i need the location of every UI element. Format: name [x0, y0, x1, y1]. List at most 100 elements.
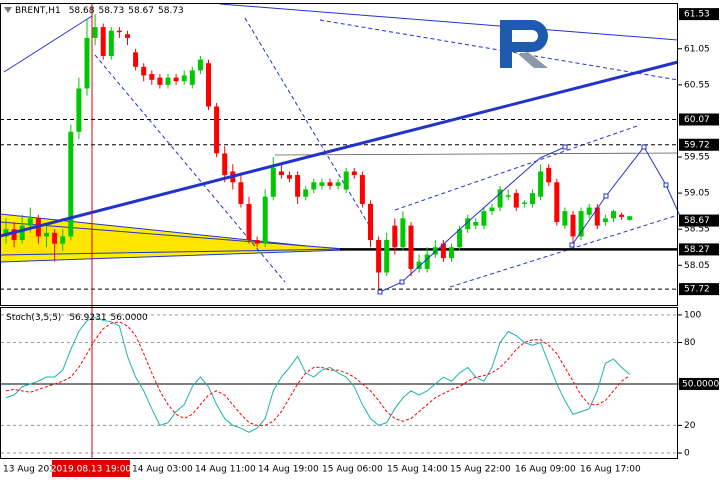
trend-line [319, 19, 679, 81]
candle-body [222, 153, 228, 176]
level-box [679, 8, 719, 21]
candle-body [408, 225, 414, 269]
candle-body [11, 229, 17, 241]
candle-body [359, 175, 365, 204]
trend-line [94, 54, 286, 283]
logo [500, 20, 548, 68]
candle-body [586, 207, 592, 215]
crosshair-label: 2019.08.13 19:00 [51, 465, 132, 475]
candle-body [343, 171, 349, 190]
candle-body [3, 229, 9, 237]
candle-body [497, 189, 503, 208]
candle-body [619, 214, 625, 217]
channel-line [394, 124, 641, 211]
drawings [0, 3, 679, 288]
level-label: 61.53 [684, 10, 710, 20]
y-tick-label: 58.55 [684, 225, 710, 235]
candle-body [319, 182, 325, 186]
candle-body [27, 218, 33, 226]
level-box [679, 113, 719, 126]
trend-line [3, 15, 93, 73]
x-tick-label: 13 Aug 2019 [3, 465, 61, 475]
candle-body [303, 189, 309, 197]
candle-body [157, 77, 163, 85]
trend-line [219, 3, 679, 41]
candle-body [546, 167, 552, 183]
trend-line [244, 17, 373, 231]
y-tick-label: 59.05 [684, 189, 710, 199]
level-box [679, 214, 719, 227]
projection-points [377, 144, 669, 295]
readout-value: 56.0000 [111, 313, 148, 323]
level-label: 58.27 [684, 245, 710, 255]
candle-body [554, 182, 560, 222]
candle-body [181, 75, 187, 82]
candle-body [141, 66, 147, 76]
crosshair-box [52, 460, 130, 477]
y-tick-label: 0 [684, 449, 690, 459]
candle-body [149, 74, 155, 80]
header: BRENT,H1 58.68 58.73 58.67 58.73 [15, 6, 184, 16]
candle-body [570, 214, 576, 237]
indicator-name: Stoch(3,5,5) [6, 313, 61, 323]
candle-body [173, 77, 179, 82]
x-tick-label: 15 Aug 14:00 [387, 465, 448, 475]
stoch-frame [0, 307, 678, 459]
level-box [679, 283, 719, 296]
candle-body [432, 247, 438, 255]
candle-body [206, 63, 211, 107]
candle-body [594, 207, 600, 226]
candle-body [19, 225, 25, 241]
candle-body [214, 106, 220, 154]
candle-body [465, 218, 471, 230]
candle-body [311, 182, 317, 190]
y-tick-label: 61.05 [684, 44, 710, 54]
y-tick-label: 20 [684, 421, 696, 431]
projection [379, 146, 566, 293]
candle-body [287, 175, 292, 179]
candle-body [68, 131, 74, 237]
candle-body [521, 202, 527, 204]
y-tick-label: 80 [684, 338, 696, 348]
candle-body [84, 37, 90, 89]
candle-body [254, 240, 260, 244]
candle-body [238, 182, 244, 204]
stoch-header: Stoch(3,5,5) 56.9231 56.0000 [6, 313, 148, 323]
readout-value: 58.73 [98, 6, 124, 16]
level-box [679, 138, 719, 151]
readout-value: 58.67 [128, 6, 154, 16]
candle-body [416, 261, 422, 269]
stoch-line [5, 317, 631, 433]
candle-body [538, 171, 544, 197]
candle-body [133, 52, 139, 67]
candle-body [400, 218, 406, 248]
candle-body [116, 30, 122, 33]
x-tick-label: 14 Aug 11:00 [195, 465, 256, 475]
candle-body [165, 77, 171, 85]
candle-body [489, 207, 495, 212]
candle-body [327, 182, 333, 186]
candle-body [351, 171, 357, 176]
candle-body [189, 70, 195, 85]
candle-body [376, 240, 382, 273]
y-tick-label: 100 [684, 310, 701, 320]
level-line [274, 152, 679, 156]
y-tick-label: 58.05 [684, 261, 710, 271]
candle-body [449, 247, 454, 259]
x-tick-label: 15 Aug 06:00 [322, 465, 383, 475]
candle-body [611, 211, 616, 219]
candle-body [627, 216, 633, 220]
main-frame [0, 3, 678, 306]
candle-body [125, 34, 130, 38]
channel-line [449, 214, 679, 288]
candle-body [44, 232, 49, 237]
tick-box [679, 377, 719, 390]
candle-body [473, 221, 479, 226]
readout-value: 56.9231 [69, 313, 106, 323]
candle-body [270, 167, 276, 197]
candle-body [295, 175, 301, 197]
candle-body [197, 59, 203, 71]
candle-body [52, 232, 58, 244]
candle-body [457, 229, 463, 248]
